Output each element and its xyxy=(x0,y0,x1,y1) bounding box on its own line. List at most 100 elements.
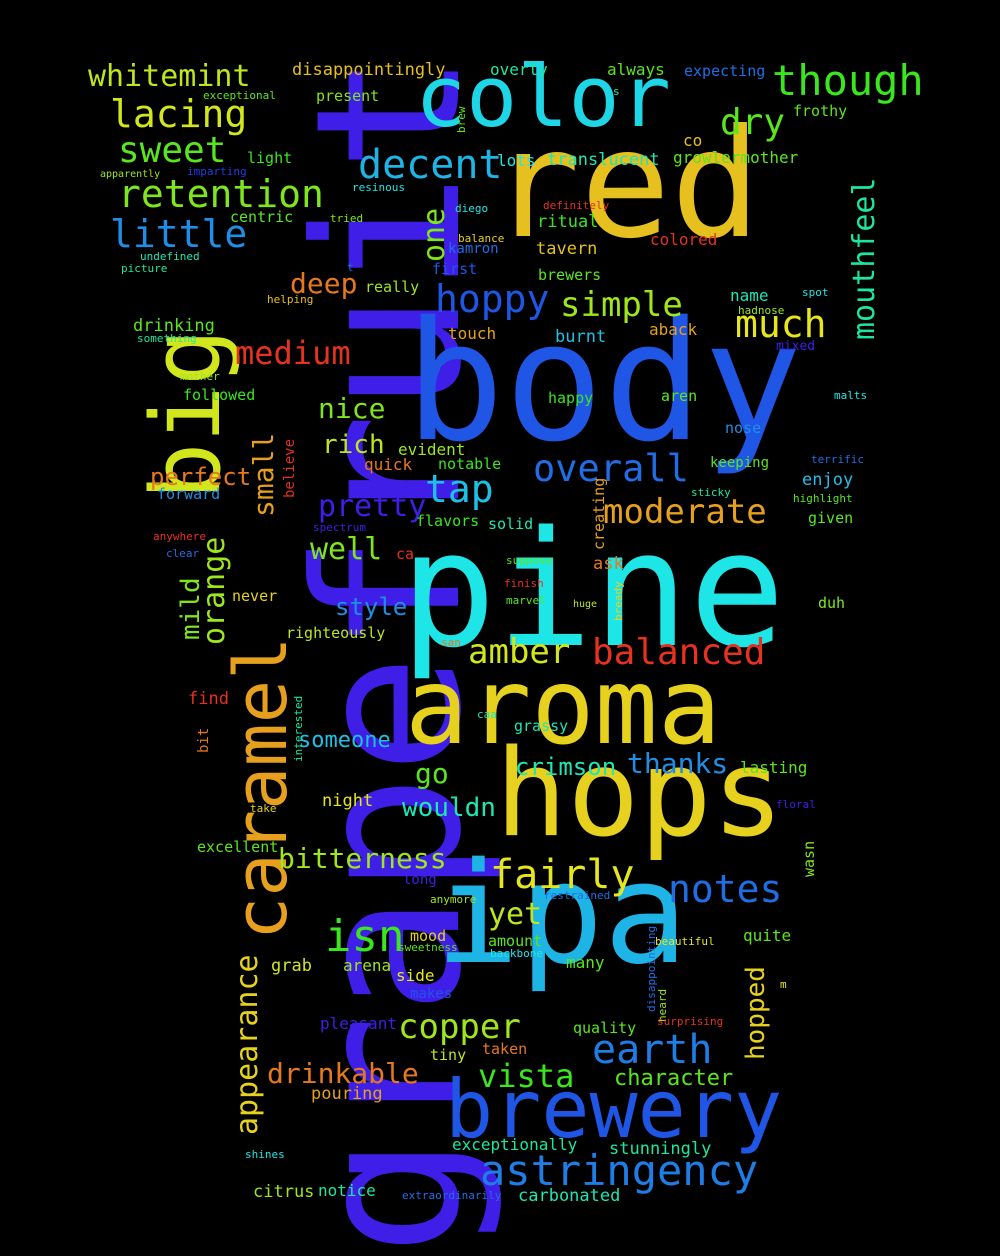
word-forward: forward xyxy=(157,485,221,503)
word-aroma: aroma xyxy=(405,646,722,768)
word-solid: solid xyxy=(488,515,534,533)
word-drinking: drinking xyxy=(133,316,215,336)
word-overly: overly xyxy=(490,60,548,79)
word-earth: earth xyxy=(592,1027,713,1073)
word-stunningly: stunningly xyxy=(609,1139,712,1159)
word-notable: notable xyxy=(438,455,502,473)
word-keeping: keeping xyxy=(710,455,770,471)
word-light: light xyxy=(247,149,293,167)
word-surprising: surprising xyxy=(657,1015,724,1028)
word-ipa: ipa xyxy=(435,833,688,996)
word-grassy: grassy xyxy=(514,717,569,735)
word-sticky: sticky xyxy=(691,486,731,499)
word-followed: followed xyxy=(183,386,256,404)
word-side: side xyxy=(396,966,435,985)
word-notice: notice xyxy=(318,1181,376,1200)
word-hadnose: hadnose xyxy=(738,304,785,317)
word-expecting: expecting xyxy=(684,62,766,80)
word-flavors: flavors xyxy=(416,512,480,530)
word-resinous: resinous xyxy=(352,181,405,194)
word-grab: grab xyxy=(271,956,312,976)
word-undefined: undefined xyxy=(140,250,200,263)
word-anywhere: anywhere xyxy=(153,530,206,543)
word-color: color xyxy=(415,48,671,147)
word-marvel: marvel xyxy=(506,594,546,607)
word-san: san xyxy=(441,636,461,649)
word-overall: overall xyxy=(533,447,689,490)
word-s: s xyxy=(613,85,620,98)
word-exceptionally: exceptionally xyxy=(452,1135,578,1154)
word-one: one xyxy=(417,207,452,262)
word-spot: spot xyxy=(802,286,829,299)
word-mouthfeel: mouthfeel xyxy=(847,177,882,340)
word-though: though xyxy=(772,56,924,105)
word-happy: happy xyxy=(548,389,594,407)
word-retention: retention xyxy=(118,172,324,216)
word-never: never xyxy=(232,587,278,605)
word-given: given xyxy=(808,509,854,527)
word-dry: dry xyxy=(720,102,786,143)
word-sweetness: sweetness xyxy=(398,941,458,954)
word-caa: caa xyxy=(477,708,497,721)
word-go: go xyxy=(415,757,449,790)
word-balance: balance xyxy=(458,232,505,245)
word-ca: ca xyxy=(396,545,415,563)
word-kamron: kamron xyxy=(448,241,499,257)
word-pouring: pouring xyxy=(311,1084,383,1104)
word-long: long xyxy=(403,872,437,888)
word-taken: taken xyxy=(482,1040,528,1058)
word-quality: quality xyxy=(573,1019,637,1037)
word-tiny: tiny xyxy=(430,1046,467,1064)
word-bready: bready xyxy=(612,581,625,621)
word-nice: nice xyxy=(318,392,386,425)
word-enjoy: enjoy xyxy=(802,470,854,490)
word-clear: clear xyxy=(166,547,200,560)
word-evident: evident xyxy=(398,440,466,459)
word-malts: malts xyxy=(834,389,868,402)
word-well: well xyxy=(310,532,383,567)
word-floral: floral xyxy=(776,798,816,811)
word-apparently: apparently xyxy=(100,169,161,180)
word-style: style xyxy=(335,593,408,621)
word-rich: rich xyxy=(322,430,385,460)
word-highlight: highlight xyxy=(793,492,853,505)
word-spectrum: spectrum xyxy=(313,521,366,534)
word-picture: picture xyxy=(121,262,168,275)
word-wouldn: wouldn xyxy=(402,793,496,823)
word-arena: arena xyxy=(343,956,392,975)
word-tavern: tavern xyxy=(536,239,598,259)
word-mood: mood xyxy=(410,927,447,945)
word-crimson: crimson xyxy=(515,753,617,781)
word-moderate: moderate xyxy=(603,492,767,532)
word-caramel: caramel xyxy=(219,636,303,940)
word-hopped: hopped xyxy=(741,966,771,1060)
word-definitely: definitely xyxy=(543,199,610,212)
word-really: really xyxy=(365,278,420,296)
word-pleasant: pleasant xyxy=(320,1014,398,1033)
word-anymore: anymore xyxy=(430,893,477,906)
word-interested: interested xyxy=(292,695,305,762)
word-m: m xyxy=(780,978,787,991)
word-makes: makes xyxy=(410,986,453,1002)
word-shines: shines xyxy=(245,1148,285,1161)
word-growlermother: growlermother xyxy=(673,148,799,167)
word-much: much xyxy=(735,302,827,346)
word-isn: isn xyxy=(325,911,405,962)
word-vista: vista xyxy=(478,1057,575,1095)
word-brewery: brewery xyxy=(445,1063,783,1156)
word-bit: bit xyxy=(196,727,212,753)
word-carbonated: carbonated xyxy=(518,1186,621,1206)
word-imparting: imparting xyxy=(187,165,247,178)
word-disappointingly: disappointingly xyxy=(292,60,446,80)
word-backbone: backbone xyxy=(490,947,543,960)
word-t: t xyxy=(347,261,354,274)
word-mother: mother xyxy=(180,370,220,383)
word-restrained: restrained xyxy=(544,889,611,902)
word-simple: simple xyxy=(560,285,683,325)
word-creating: creating xyxy=(590,477,608,550)
word-decent: decent xyxy=(358,142,503,188)
word-co: co xyxy=(683,131,703,150)
word-hops: hops xyxy=(495,725,784,864)
word-duh: duh xyxy=(818,594,846,612)
word-astringency: astringency xyxy=(480,1146,759,1195)
